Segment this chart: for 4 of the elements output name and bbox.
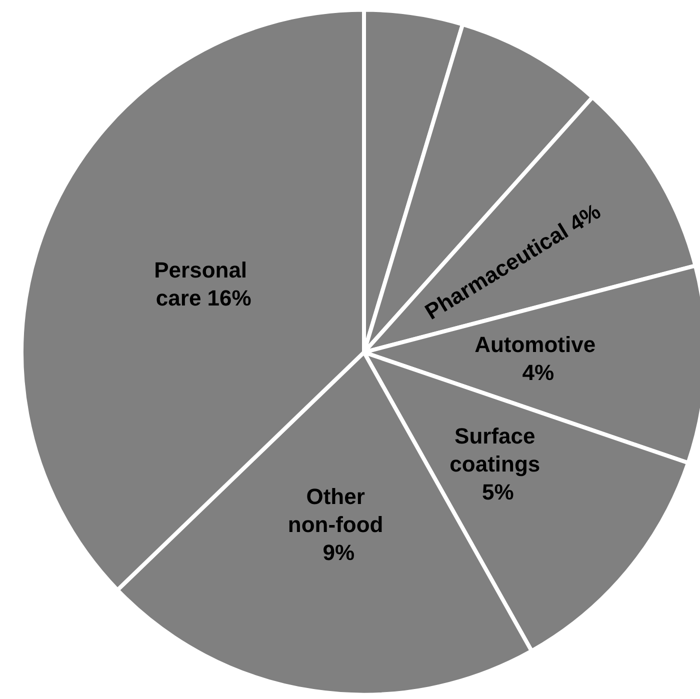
slice-label: Automotive 4%	[474, 332, 602, 386]
slice-label: Personal care 16%	[154, 258, 254, 311]
slice-label: Surface coatings 5%	[450, 423, 546, 504]
slice-label: Other non-food 9%	[288, 484, 390, 566]
